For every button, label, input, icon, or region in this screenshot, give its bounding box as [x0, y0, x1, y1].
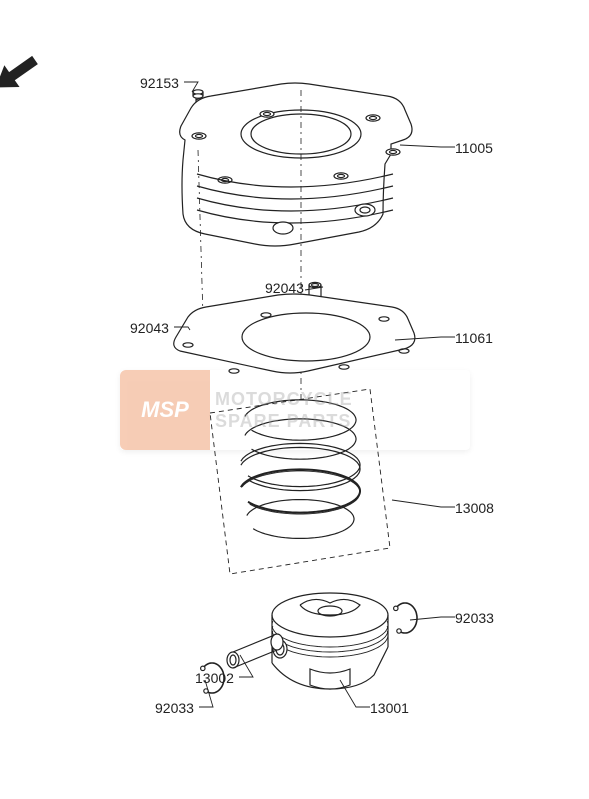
callout-label-92043a: 92043: [265, 280, 304, 296]
callout-13008: [392, 500, 455, 507]
watermark: MSP MOTORCYCLE SPARE PARTS: [120, 370, 470, 450]
callout-label-92033b: 92033: [155, 700, 194, 716]
callout-label-13001: 13001: [370, 700, 409, 716]
callout-13002: [239, 655, 253, 677]
callout-label-92153: 92153: [140, 75, 179, 91]
watermark-badge: MSP: [120, 370, 210, 450]
part-gasket: [174, 294, 415, 373]
watermark-line1: MOTORCYCLE: [215, 389, 353, 409]
part-circlip-1: [394, 603, 417, 633]
part-wrist-pin: [227, 634, 283, 668]
callout-label-11005: 11005: [455, 140, 493, 156]
callout-label-13002: 13002: [195, 670, 234, 686]
watermark-text: MOTORCYCLE SPARE PARTS: [215, 388, 353, 432]
part-piston: [272, 593, 388, 689]
direction-arrow: [0, 49, 43, 98]
callout-label-92043b: 92043: [130, 320, 169, 336]
callout-92043a: [305, 287, 323, 290]
callout-11005: [400, 145, 455, 147]
callout-label-13008: 13008: [455, 500, 494, 516]
callout-label-92033a: 92033: [455, 610, 494, 626]
watermark-line2: SPARE PARTS: [215, 411, 351, 431]
callout-label-11061: 11061: [455, 330, 493, 346]
